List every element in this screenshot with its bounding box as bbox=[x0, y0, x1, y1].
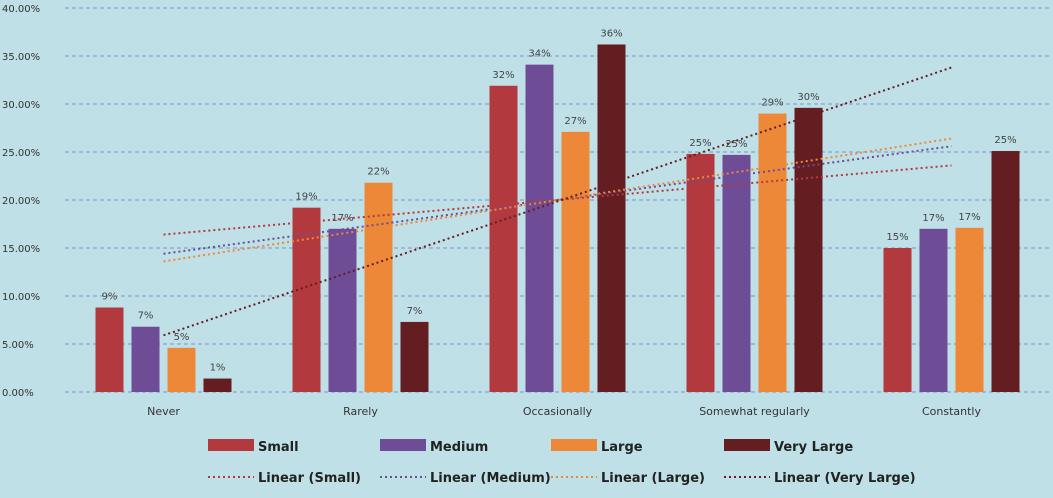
data-label: 17% bbox=[922, 213, 944, 224]
y-tick-label: 0.00% bbox=[2, 388, 34, 399]
data-label: 5% bbox=[174, 332, 190, 343]
bar bbox=[364, 182, 393, 392]
x-tick-label: Never bbox=[147, 405, 180, 418]
data-label: 25% bbox=[689, 138, 711, 149]
trendline bbox=[163, 164, 952, 236]
data-label: 27% bbox=[564, 116, 586, 127]
bar bbox=[95, 307, 124, 392]
y-tick-label: 40.00% bbox=[2, 4, 40, 15]
legend-label: Large bbox=[601, 440, 643, 455]
y-tick-label: 15.00% bbox=[2, 244, 40, 255]
legend: Small Medium Large Very Large Linear (Small)… bbox=[208, 439, 916, 486]
data-label: 19% bbox=[295, 192, 317, 203]
data-label: 25% bbox=[725, 139, 747, 150]
bar bbox=[489, 85, 518, 392]
bar bbox=[597, 44, 626, 392]
data-label: 17% bbox=[958, 212, 980, 223]
data-label: 30% bbox=[797, 92, 819, 103]
bar bbox=[561, 131, 590, 392]
x-tick-label: Constantly bbox=[922, 405, 982, 418]
bar bbox=[686, 153, 715, 392]
legend-swatch bbox=[551, 439, 597, 451]
data-label: 34% bbox=[528, 49, 550, 60]
y-tick-label: 20.00% bbox=[2, 196, 40, 207]
x-tick-label: Occasionally bbox=[523, 405, 593, 418]
data-label: 1% bbox=[210, 363, 226, 374]
bars: 9% 19% 32% 25% 15% 7% 17% 34% 25% 17% 5% 22% 27% 29% 1… bbox=[95, 28, 1020, 392]
legend-label: Linear (Very Large) bbox=[774, 471, 916, 486]
bar bbox=[794, 107, 823, 392]
y-tick-label: 30.00% bbox=[2, 100, 40, 111]
legend-swatch bbox=[724, 439, 770, 451]
bar bbox=[525, 64, 554, 392]
y-tick-label: 10.00% bbox=[2, 292, 40, 303]
data-label: 9% bbox=[102, 292, 118, 303]
bar bbox=[131, 326, 160, 392]
bar bbox=[919, 228, 948, 392]
bar bbox=[991, 151, 1020, 392]
bar bbox=[758, 113, 787, 392]
data-label: 36% bbox=[600, 28, 622, 39]
legend-label: Small bbox=[258, 440, 299, 455]
bar bbox=[722, 154, 751, 392]
trendline bbox=[163, 66, 952, 337]
bar bbox=[328, 228, 357, 392]
legend-label: Linear (Medium) bbox=[430, 471, 551, 486]
y-tick-label: 25.00% bbox=[2, 148, 40, 159]
legend-label: Very Large bbox=[774, 440, 853, 455]
legend-label: Linear (Large) bbox=[601, 471, 705, 486]
bar bbox=[883, 248, 912, 392]
data-label: 32% bbox=[492, 70, 514, 81]
x-tick-label: Rarely bbox=[343, 405, 378, 418]
data-label: 29% bbox=[761, 98, 783, 109]
trendlines bbox=[163, 66, 952, 337]
y-tick-label: 35.00% bbox=[2, 52, 40, 63]
y-axis: 0.00% 5.00% 10.00% 15.00% 20.00% 25.00% 30.00%… bbox=[2, 4, 40, 399]
data-label: 15% bbox=[886, 232, 908, 243]
legend-label: Medium bbox=[430, 440, 488, 455]
x-tick-label: Somewhat regularly bbox=[699, 405, 810, 418]
legend-swatch bbox=[208, 439, 254, 451]
data-label: 25% bbox=[994, 135, 1016, 146]
bar bbox=[400, 321, 429, 392]
bar bbox=[167, 347, 196, 392]
data-label: 22% bbox=[367, 167, 389, 178]
data-label: 17% bbox=[331, 213, 353, 224]
bar bbox=[203, 378, 232, 392]
legend-label: Linear (Small) bbox=[258, 471, 361, 486]
bar bbox=[955, 227, 984, 392]
data-label: 7% bbox=[138, 311, 154, 322]
bar bbox=[292, 207, 321, 392]
legend-swatch bbox=[380, 439, 426, 451]
y-tick-label: 5.00% bbox=[2, 340, 34, 351]
x-axis: Never Rarely Occasionally Somewhat regularl… bbox=[147, 405, 981, 418]
data-label: 7% bbox=[407, 306, 423, 317]
